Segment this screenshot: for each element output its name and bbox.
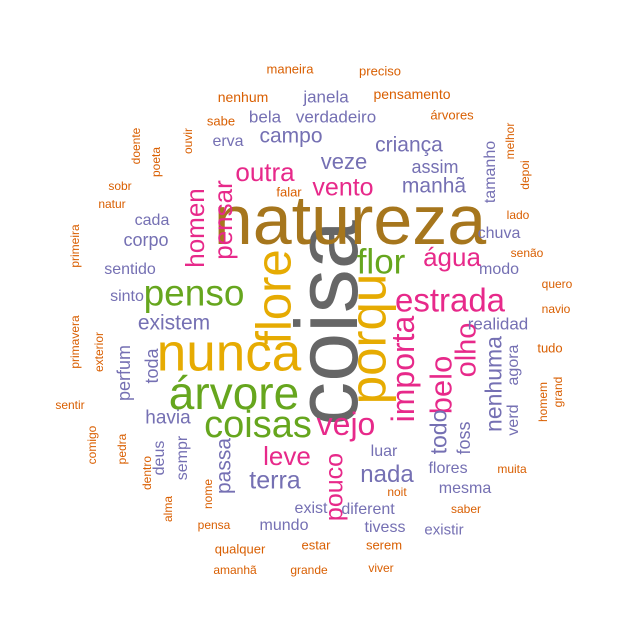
word-natureza: natureza <box>213 181 487 259</box>
word-verdadeiro: verdadeiro <box>295 107 377 127</box>
word-existem: existem <box>137 311 211 335</box>
word-tamanho: tamanho <box>482 140 499 204</box>
word-natur: natur <box>98 197 126 211</box>
word-deus: deus <box>151 440 168 476</box>
word-arvore: árvore <box>168 367 300 419</box>
word-mundo: mundo <box>259 517 309 534</box>
word-exist: exist <box>294 500 328 517</box>
word-corpo: corpo <box>123 230 169 250</box>
word-tivess: tivess <box>364 519 406 536</box>
word-grande: grande <box>290 563 328 577</box>
word-havia: havia <box>145 407 191 429</box>
word-pensa: pensa <box>197 518 231 532</box>
word-modo: modo <box>478 261 520 278</box>
word-crianca: criança <box>375 133 443 157</box>
word-sabe: sabe <box>206 113 236 129</box>
word-nome: nome <box>201 478 215 510</box>
word-sentir: sentir <box>55 398 85 412</box>
word-flores: flores <box>428 460 468 477</box>
word-lado: lado <box>506 208 530 222</box>
word-sinto: sinto <box>110 288 144 305</box>
word-senao: senão <box>510 246 544 260</box>
word-doente: doente <box>129 127 143 165</box>
word-mesma: mesma <box>438 480 492 497</box>
word-alma: alma <box>161 495 175 523</box>
word-veze: veze <box>320 149 368 174</box>
word-foss: foss <box>454 421 474 455</box>
word-todo: todo <box>425 409 452 455</box>
word-estrada: estrada <box>394 281 506 319</box>
word-poeta: poeta <box>149 146 163 178</box>
word-arvores: árvores <box>430 107 474 123</box>
word-toda: toda <box>142 348 162 384</box>
word-coisas: coisas <box>204 404 312 446</box>
word-navio: navio <box>541 302 571 316</box>
word-flor: flor <box>356 242 406 282</box>
word-sempr: sempr <box>174 435 191 481</box>
word-flore: flore <box>247 249 302 345</box>
word-nenhuma: nenhuma <box>480 336 507 432</box>
word-pedra: pedra <box>115 433 129 465</box>
word-muita: muita <box>497 462 527 476</box>
word-maneira: maneira <box>266 61 314 77</box>
word-melhor: melhor <box>503 122 517 160</box>
word-grand: grand <box>551 376 565 408</box>
word-erva: erva <box>212 133 244 150</box>
word-passa: passa <box>212 437 236 495</box>
word-preciso: preciso <box>359 63 401 79</box>
word-agua: água <box>423 242 481 272</box>
word-existir: existir <box>424 521 464 539</box>
word-cada: cada <box>134 212 170 229</box>
word-manha: manhã <box>401 174 467 198</box>
word-assim: assim <box>411 157 459 177</box>
word-realidad: realidad <box>467 314 529 334</box>
word-janela: janela <box>303 87 349 107</box>
word-serem: serem <box>365 537 403 553</box>
word-dentro: dentro <box>140 455 154 491</box>
word-verd: verd <box>505 404 522 436</box>
word-noit: noit <box>387 485 407 499</box>
word-saber: saber <box>450 502 482 516</box>
word-nunca: nunca <box>156 323 302 383</box>
word-bela: bela <box>248 107 282 127</box>
word-homen: homen <box>180 188 210 268</box>
word-campo: campo <box>259 124 323 148</box>
word-sentido: sentido <box>104 261 156 278</box>
word-leve: leve <box>263 441 311 471</box>
word-luar: luar <box>370 443 398 460</box>
word-estar: estar <box>301 537 331 553</box>
word-pensar: pensar <box>208 180 238 260</box>
word-vejo: vejo <box>316 406 376 442</box>
word-chuva: chuva <box>477 225 521 242</box>
word-comigo: comigo <box>85 425 99 465</box>
word-penso: penso <box>143 272 245 314</box>
word-primeira: primeira <box>68 224 82 268</box>
word-exterior: exterior <box>92 331 106 373</box>
word-depoi: depoi <box>518 160 532 190</box>
word-viver: viver <box>368 561 394 575</box>
word-nada: nada <box>360 461 414 488</box>
word-amanha: amanhã <box>213 563 257 577</box>
word-quero: quero <box>541 277 573 291</box>
word-ouvir: ouvir <box>181 127 195 155</box>
word-agora: agora <box>505 344 522 386</box>
word-importa: importa <box>385 315 421 423</box>
word-tudo: tudo <box>537 340 563 356</box>
word-perfum: perfum <box>114 344 134 402</box>
word-pensamento: pensamento <box>373 86 451 102</box>
word-terra: terra <box>249 466 301 495</box>
word-vento: vento <box>312 173 374 202</box>
word-homem: homem <box>536 381 550 423</box>
word-falar: falar <box>276 184 302 200</box>
word-qualquer: qualquer <box>214 541 266 557</box>
word-diferent: diferent <box>341 501 395 518</box>
word-nenhum: nenhum <box>217 89 269 105</box>
word-sobr: sobr <box>108 179 132 193</box>
word-primavera: primavera <box>68 315 82 369</box>
word-outra: outra <box>235 157 295 187</box>
